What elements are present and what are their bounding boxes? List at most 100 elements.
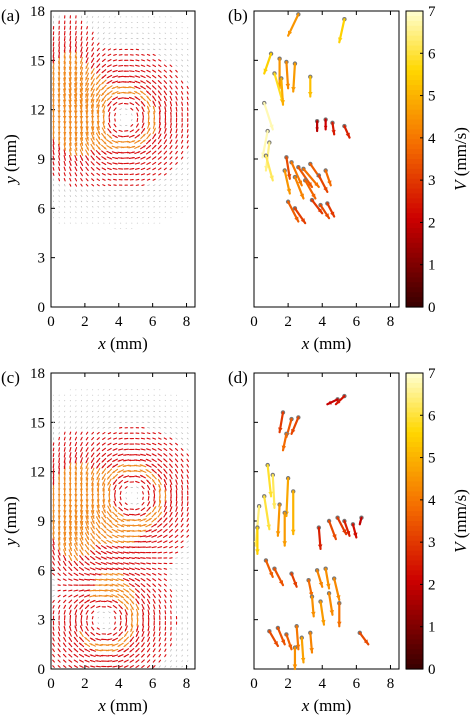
field-arrow-head (154, 145, 156, 148)
colorbar-segment (406, 262, 423, 269)
field-arrow-head (159, 655, 160, 657)
field-arrow-head (123, 649, 127, 652)
field-arrow-head (58, 568, 61, 571)
field-arrow-head (164, 655, 166, 657)
field-arrow-head (147, 117, 150, 120)
field-arrow-head (87, 190, 88, 192)
field-arrow-head (92, 190, 94, 192)
field-arrow-head (136, 607, 139, 610)
velocity-arrow-head (286, 188, 292, 194)
field-arrow-head (114, 422, 115, 423)
field-arrow-head (120, 595, 124, 598)
field-arrow-head (97, 525, 101, 529)
field-arrow-head (79, 77, 83, 81)
field-arrow-head (97, 33, 99, 34)
field-arrow-head (170, 123, 172, 125)
field-arrow-head (63, 483, 67, 486)
field-arrow-head (137, 179, 139, 181)
field-arrow-head (126, 529, 130, 533)
field-arrow-head (115, 519, 118, 523)
field-arrow-head (115, 606, 117, 609)
colorbar-segment (406, 45, 423, 52)
field-arrow-head (74, 77, 78, 81)
field-arrow-head (157, 469, 160, 472)
field-arrow-head (110, 589, 113, 592)
field-arrow-head (175, 96, 177, 99)
field-arrow-head (123, 470, 126, 473)
field-arrow-head (92, 621, 94, 623)
field-arrow-head (187, 453, 188, 455)
field-arrow-head (52, 520, 55, 524)
colorbar-segment (406, 139, 423, 145)
field-arrow-head (134, 475, 137, 478)
colorbar-segment (406, 35, 423, 42)
field-arrow-head (142, 590, 145, 593)
y-tick-label: 3 (38, 251, 46, 267)
field-arrow-head (160, 551, 162, 554)
field-arrow-head (79, 115, 84, 120)
field-arrow-head (69, 163, 72, 166)
field-arrow-head (98, 168, 100, 170)
field-arrow-head (114, 628, 116, 630)
field-arrow-head (146, 80, 149, 83)
field-arrow-head (59, 595, 61, 597)
field-arrow-head (90, 665, 93, 668)
field-arrow-head (135, 443, 137, 445)
field-arrow-head (62, 99, 67, 104)
field-arrow-head (132, 145, 135, 148)
field-arrow-head (170, 607, 172, 609)
velocity-arrow-head (345, 132, 350, 138)
field-arrow-head (115, 535, 118, 538)
field-arrow-head (52, 660, 54, 662)
field-arrow-head (132, 562, 135, 565)
colorbar-segment (406, 466, 423, 473)
field-arrow-head (106, 92, 110, 95)
field-arrow-head (86, 610, 89, 613)
field-arrow-head (92, 427, 93, 429)
field-arrow-head (154, 579, 156, 581)
field-arrow-head (79, 126, 84, 131)
field-arrow-head (137, 151, 140, 154)
field-arrow-head (175, 91, 177, 93)
field-arrow-head (132, 579, 135, 581)
field-arrow-head (164, 85, 166, 88)
field-arrow-head (107, 665, 109, 668)
field-arrow-head (57, 510, 61, 514)
field-arrow-head (157, 464, 160, 466)
field-arrow-head (159, 529, 162, 532)
field-arrow-head (136, 107, 138, 110)
field-arrow-head (120, 125, 122, 126)
field-arrow-head (103, 33, 104, 34)
field-arrow-head (64, 600, 66, 602)
field-arrow-head (142, 416, 143, 418)
colorbar-segment (406, 427, 423, 433)
field-arrow-head (74, 66, 77, 70)
field-arrow-head (86, 526, 89, 530)
field-arrow-head (117, 91, 120, 95)
field-arrow-head (68, 121, 73, 126)
field-arrow-head (123, 475, 126, 478)
field-arrow-head (74, 654, 76, 656)
x-tick-label: 0 (47, 314, 55, 330)
field-arrow-head (187, 113, 189, 115)
field-arrow-head (169, 80, 172, 83)
field-arrow-head (58, 142, 61, 145)
field-arrow-head (125, 43, 126, 45)
colorbar-segment (406, 382, 423, 389)
field-arrow-head (79, 660, 82, 662)
field-arrow-head (76, 584, 78, 586)
field-arrow-head (81, 604, 84, 607)
field-arrow-head (132, 508, 134, 510)
field-arrow-head (140, 459, 143, 462)
field-arrow-head (141, 101, 144, 104)
field-arrow-head (146, 474, 149, 477)
axes-1: 0 2 4 6 8x (mm)(b) (228, 6, 400, 353)
field-arrow-head (187, 507, 189, 509)
field-arrow-head (109, 179, 111, 181)
field-arrow-head (147, 644, 149, 647)
field-arrow-head (75, 179, 77, 181)
field-arrow-head (63, 542, 67, 546)
field-arrow-head (182, 546, 184, 548)
colorbar-segment (406, 481, 423, 488)
field-arrow-head (104, 173, 106, 176)
